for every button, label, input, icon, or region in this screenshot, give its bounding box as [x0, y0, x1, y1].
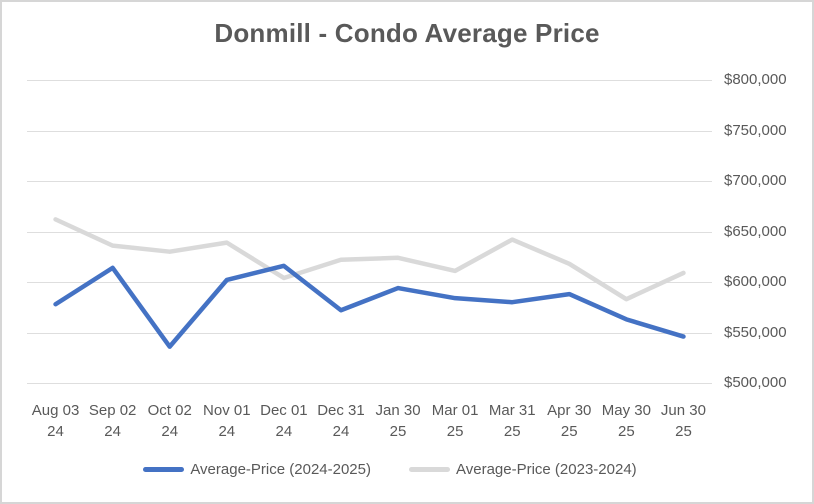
x-axis-tick-label-date: Aug 03: [31, 402, 80, 419]
x-axis-tick-label: Oct 02 24: [148, 400, 192, 442]
x-axis-tick-label-year: 25: [618, 423, 635, 440]
x-axis-tick-label: Aug 03 24: [32, 400, 80, 442]
x-axis-tick-label-year: 24: [275, 423, 293, 440]
x-axis-tick-label-date: May 30: [601, 402, 651, 419]
y-axis-tick-label: $550,000: [724, 323, 787, 341]
x-axis-tick-label-year: 25: [560, 423, 578, 440]
x-axis-tick-label-year: 24: [104, 423, 121, 440]
legend-line-swatch-blue: [143, 467, 185, 472]
chart-title: Donmill - Condo Average Price: [214, 18, 600, 48]
x-axis-tick-label-year: 25: [389, 423, 407, 440]
x-axis-tick-label: Mar 31 25: [489, 400, 536, 442]
x-axis-tick-label: May 30 25: [602, 400, 651, 442]
x-axis-tick-label: Sep 02 24: [89, 400, 137, 442]
y-axis-tick-label: $700,000: [724, 171, 787, 189]
x-axis-tick-label-date: Jun 30: [660, 402, 706, 419]
x-axis-tick-label: Jan 30 25: [376, 400, 421, 442]
series-line-average-price-2024-2025: [53, 263, 686, 349]
x-axis-tick-label-year: 25: [675, 423, 692, 440]
x-axis-tick-label-date: Jan 30: [375, 402, 421, 419]
x-axis-tick-label: Apr 30 25: [547, 400, 591, 442]
x-axis-tick-label-date: Apr 30: [547, 402, 592, 419]
legend-item-2024-2025: Average-Price (2024-2025): [143, 461, 371, 478]
legend-line-swatch-gray: [409, 467, 450, 472]
x-axis-tick-label-date: Mar 01: [431, 402, 479, 419]
x-axis-tick-label: Dec 31 24: [317, 400, 365, 442]
y-axis-tick-label: $650,000: [724, 222, 787, 240]
x-axis-tick-label-year: 24: [161, 423, 179, 440]
x-axis-tick-label-date: Dec 31: [317, 402, 365, 419]
legend-item-2023-2024: Average-Price (2023-2024): [409, 461, 637, 478]
x-axis-tick-label: Nov 01 24: [203, 400, 251, 442]
x-axis-tick-label-year: 24: [218, 423, 236, 440]
y-axis-tick-label: $750,000: [724, 121, 787, 139]
y-axis-tick-label: $600,000: [724, 272, 787, 290]
x-axis-tick-label-date: Oct 02: [147, 402, 192, 419]
x-axis-tick-label-date: Dec 01: [260, 402, 308, 419]
legend-label-2023-2024: Average-Price (2023-2024): [456, 461, 637, 478]
x-axis-tick-label-year: 25: [446, 423, 464, 440]
y-axis-tick-label: $800,000: [724, 70, 787, 88]
x-axis-tick-label: Jun 30 25: [661, 400, 706, 442]
x-axis-tick-label-date: Mar 31: [488, 402, 536, 419]
legend: Average-Price (2024-2025) Average-Price …: [2, 461, 778, 478]
x-axis-tick-label-date: Sep 02: [88, 402, 137, 419]
x-axis-tick-label-year: 24: [47, 423, 64, 440]
x-axis-tick-label: Dec 01 24: [260, 400, 308, 442]
x-axis-tick-label-date: Nov 01: [203, 402, 251, 419]
legend-label-2024-2025: Average-Price (2024-2025): [190, 461, 371, 478]
x-axis-tick-label-year: 24: [332, 423, 350, 440]
x-axis-tick-label-year: 25: [503, 423, 521, 440]
x-axis-tick-label: Mar 01 25: [432, 400, 479, 442]
series-line-average-price-2023-2024: [53, 217, 686, 302]
y-axis-tick-label: $500,000: [724, 373, 787, 391]
